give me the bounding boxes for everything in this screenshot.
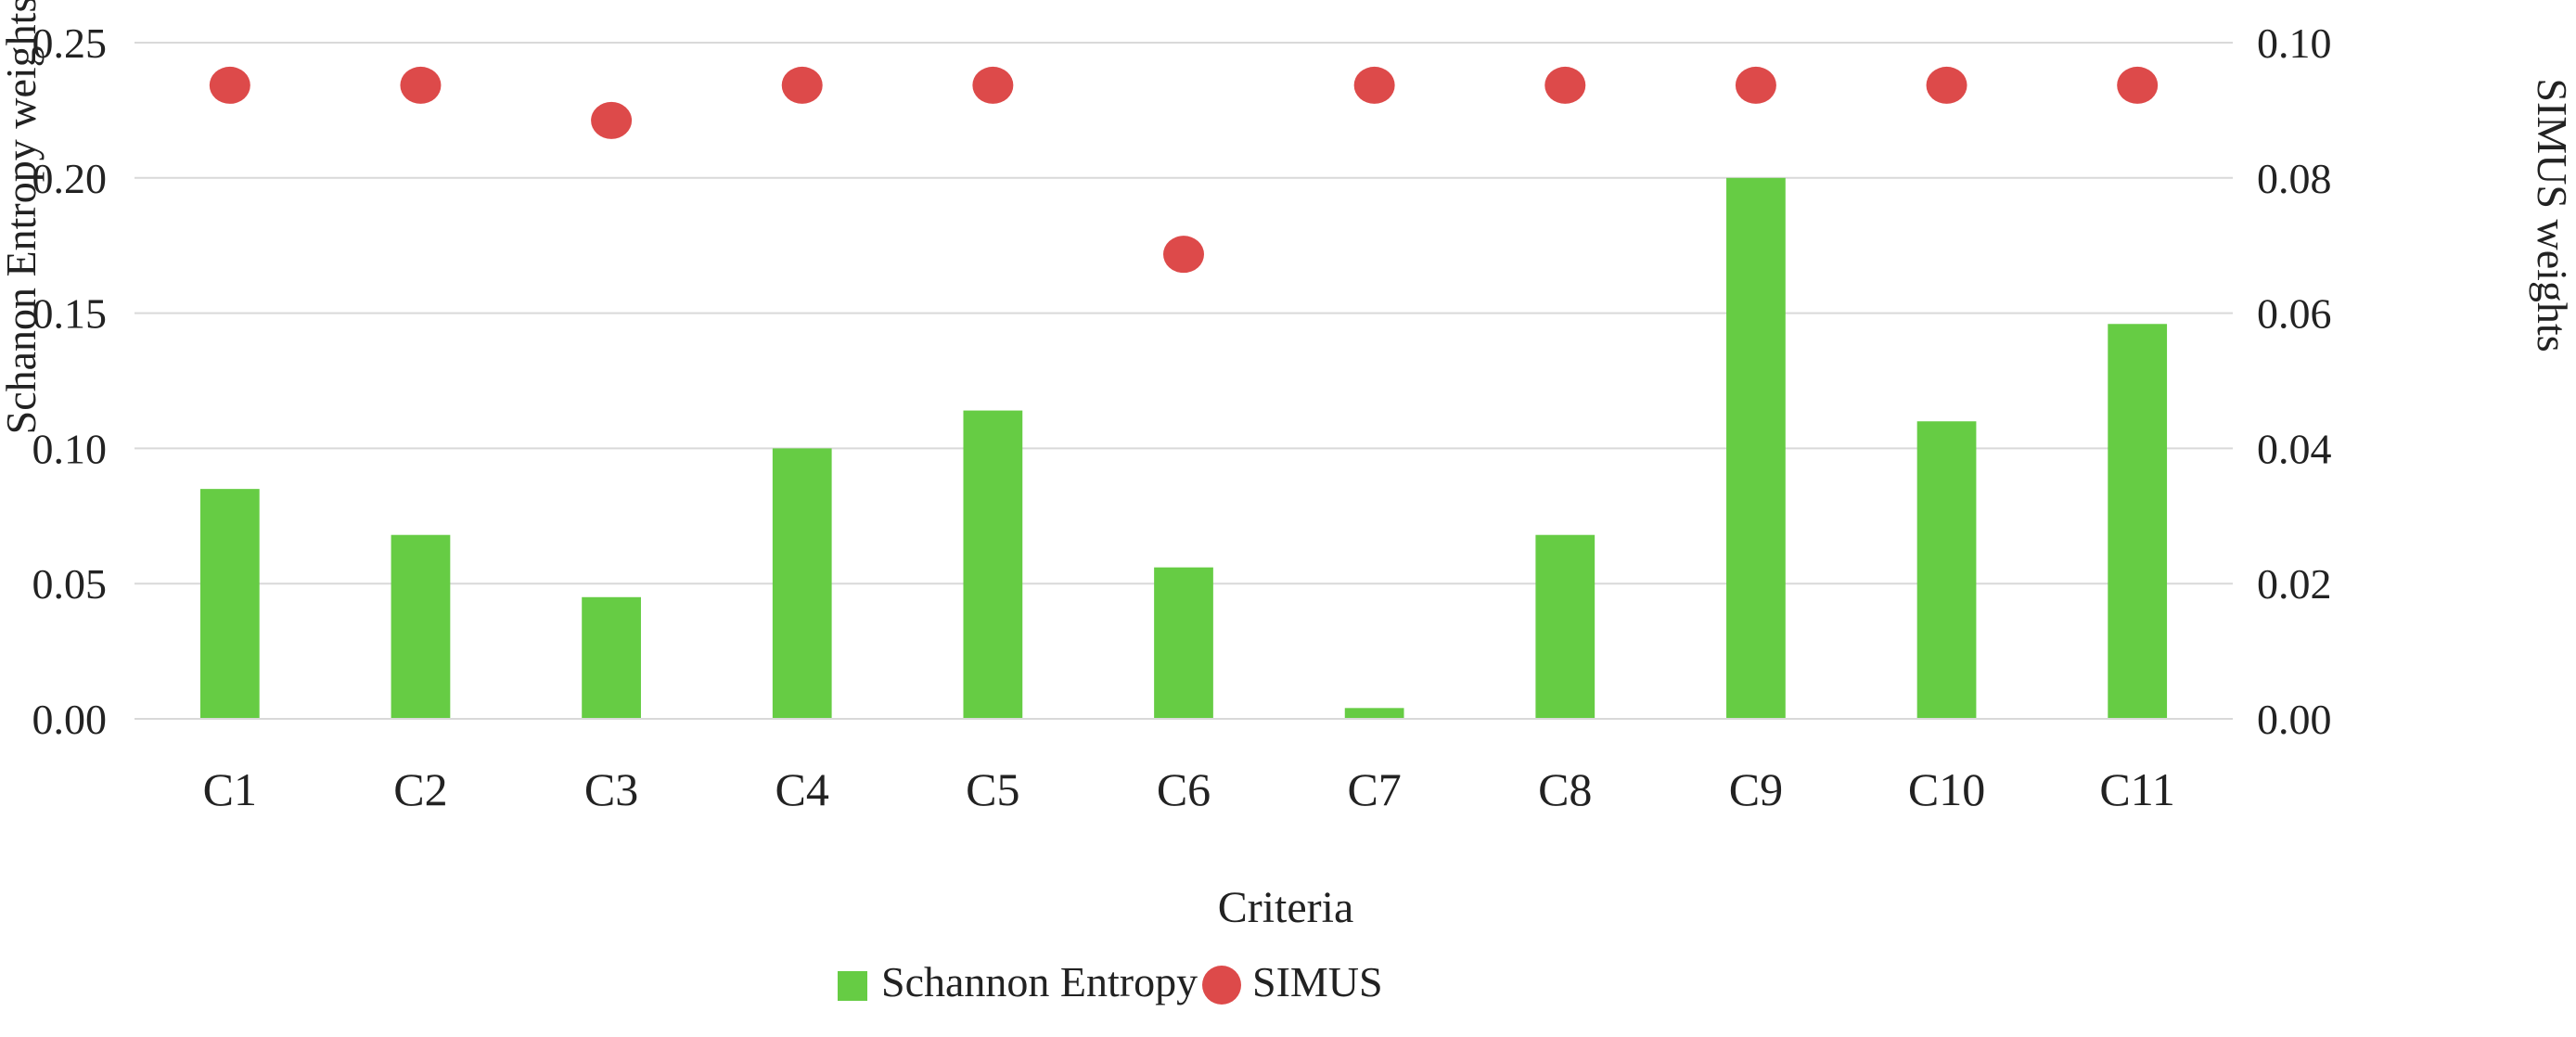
x-tick-label-c8: C8: [1538, 763, 1592, 815]
right-y-tick-label: 0.08: [2257, 155, 2332, 202]
left-y-tick-label: 0.00: [32, 696, 108, 743]
x-tick-label-c2: C2: [393, 763, 447, 815]
x-tick-label-c3: C3: [584, 763, 638, 815]
right-y-tick-label: 0.02: [2257, 560, 2332, 608]
legend: Schannon Entropy SIMUS: [838, 958, 1383, 1005]
x-tick-label-c1: C1: [203, 763, 257, 815]
point-c5: [972, 66, 1014, 104]
x-tick-label-c6: C6: [1157, 763, 1211, 815]
legend-label-schannon-entropy: Schannon Entropy: [881, 958, 1198, 1005]
point-c1: [209, 66, 250, 104]
left-y-tick-labels: 0.00 0.05 0.10 0.15 0.20 0.25: [32, 19, 108, 743]
point-c4: [781, 66, 823, 104]
left-y-tick-label: 0.10: [32, 425, 108, 472]
bar-c10: [1916, 421, 1977, 719]
left-y-tick-label: 0.05: [32, 560, 108, 608]
bar-c7: [1344, 708, 1404, 719]
legend-swatch-schannon-entropy: [838, 971, 867, 1001]
point-c6: [1163, 236, 1204, 274]
scatter-series: [209, 66, 2159, 274]
x-tick-label-c5: C5: [966, 763, 1019, 815]
x-tick-labels: C1 C2 C3 C4 C5 C6 C7 C8 C9 C10 C11: [203, 763, 2175, 815]
x-tick-label-c7: C7: [1347, 763, 1401, 815]
x-tick-label-c4: C4: [775, 763, 829, 815]
left-y-tick-label: 0.15: [32, 290, 108, 338]
left-y-axis-title: Schanon Entropy weights: [0, 0, 45, 434]
right-y-tick-label: 0.04: [2257, 425, 2332, 472]
bar-series: [199, 177, 2168, 720]
bar-c5: [963, 410, 1023, 719]
bar-c3: [582, 596, 641, 719]
bar-c1: [199, 489, 260, 719]
bar-c4: [772, 448, 832, 719]
point-c3: [591, 101, 633, 139]
bar-c6: [1154, 567, 1213, 719]
x-axis-title: Criteria: [1218, 883, 1354, 932]
bar-c2: [391, 534, 451, 719]
point-c8: [1544, 66, 1586, 104]
point-c11: [2117, 66, 2159, 104]
legend-label-simus: SIMUS: [1252, 958, 1383, 1005]
right-y-tick-labels: 0.00 0.02 0.04 0.06 0.08 0.10: [2257, 19, 2332, 743]
right-y-tick-label: 0.06: [2257, 290, 2332, 338]
bar-c11: [2108, 324, 2168, 719]
x-tick-label-c11: C11: [2099, 763, 2175, 815]
right-y-axis-title: SIMUS weights: [2529, 78, 2576, 352]
point-c2: [400, 66, 442, 104]
point-c10: [1926, 66, 1967, 104]
left-y-tick-label: 0.20: [32, 155, 108, 202]
right-y-tick-label: 0.00: [2257, 696, 2332, 743]
legend-swatch-simus: [1202, 966, 1241, 1005]
right-y-tick-label: 0.10: [2257, 19, 2332, 67]
point-c9: [1735, 66, 1776, 104]
gridlines: [135, 42, 2233, 585]
bar-c8: [1535, 534, 1596, 719]
point-c7: [1353, 66, 1395, 104]
x-tick-label-c9: C9: [1729, 763, 1783, 815]
bar-c9: [1726, 177, 1786, 720]
left-y-tick-label: 0.25: [32, 19, 108, 67]
x-tick-label-c10: C10: [1908, 763, 1985, 815]
